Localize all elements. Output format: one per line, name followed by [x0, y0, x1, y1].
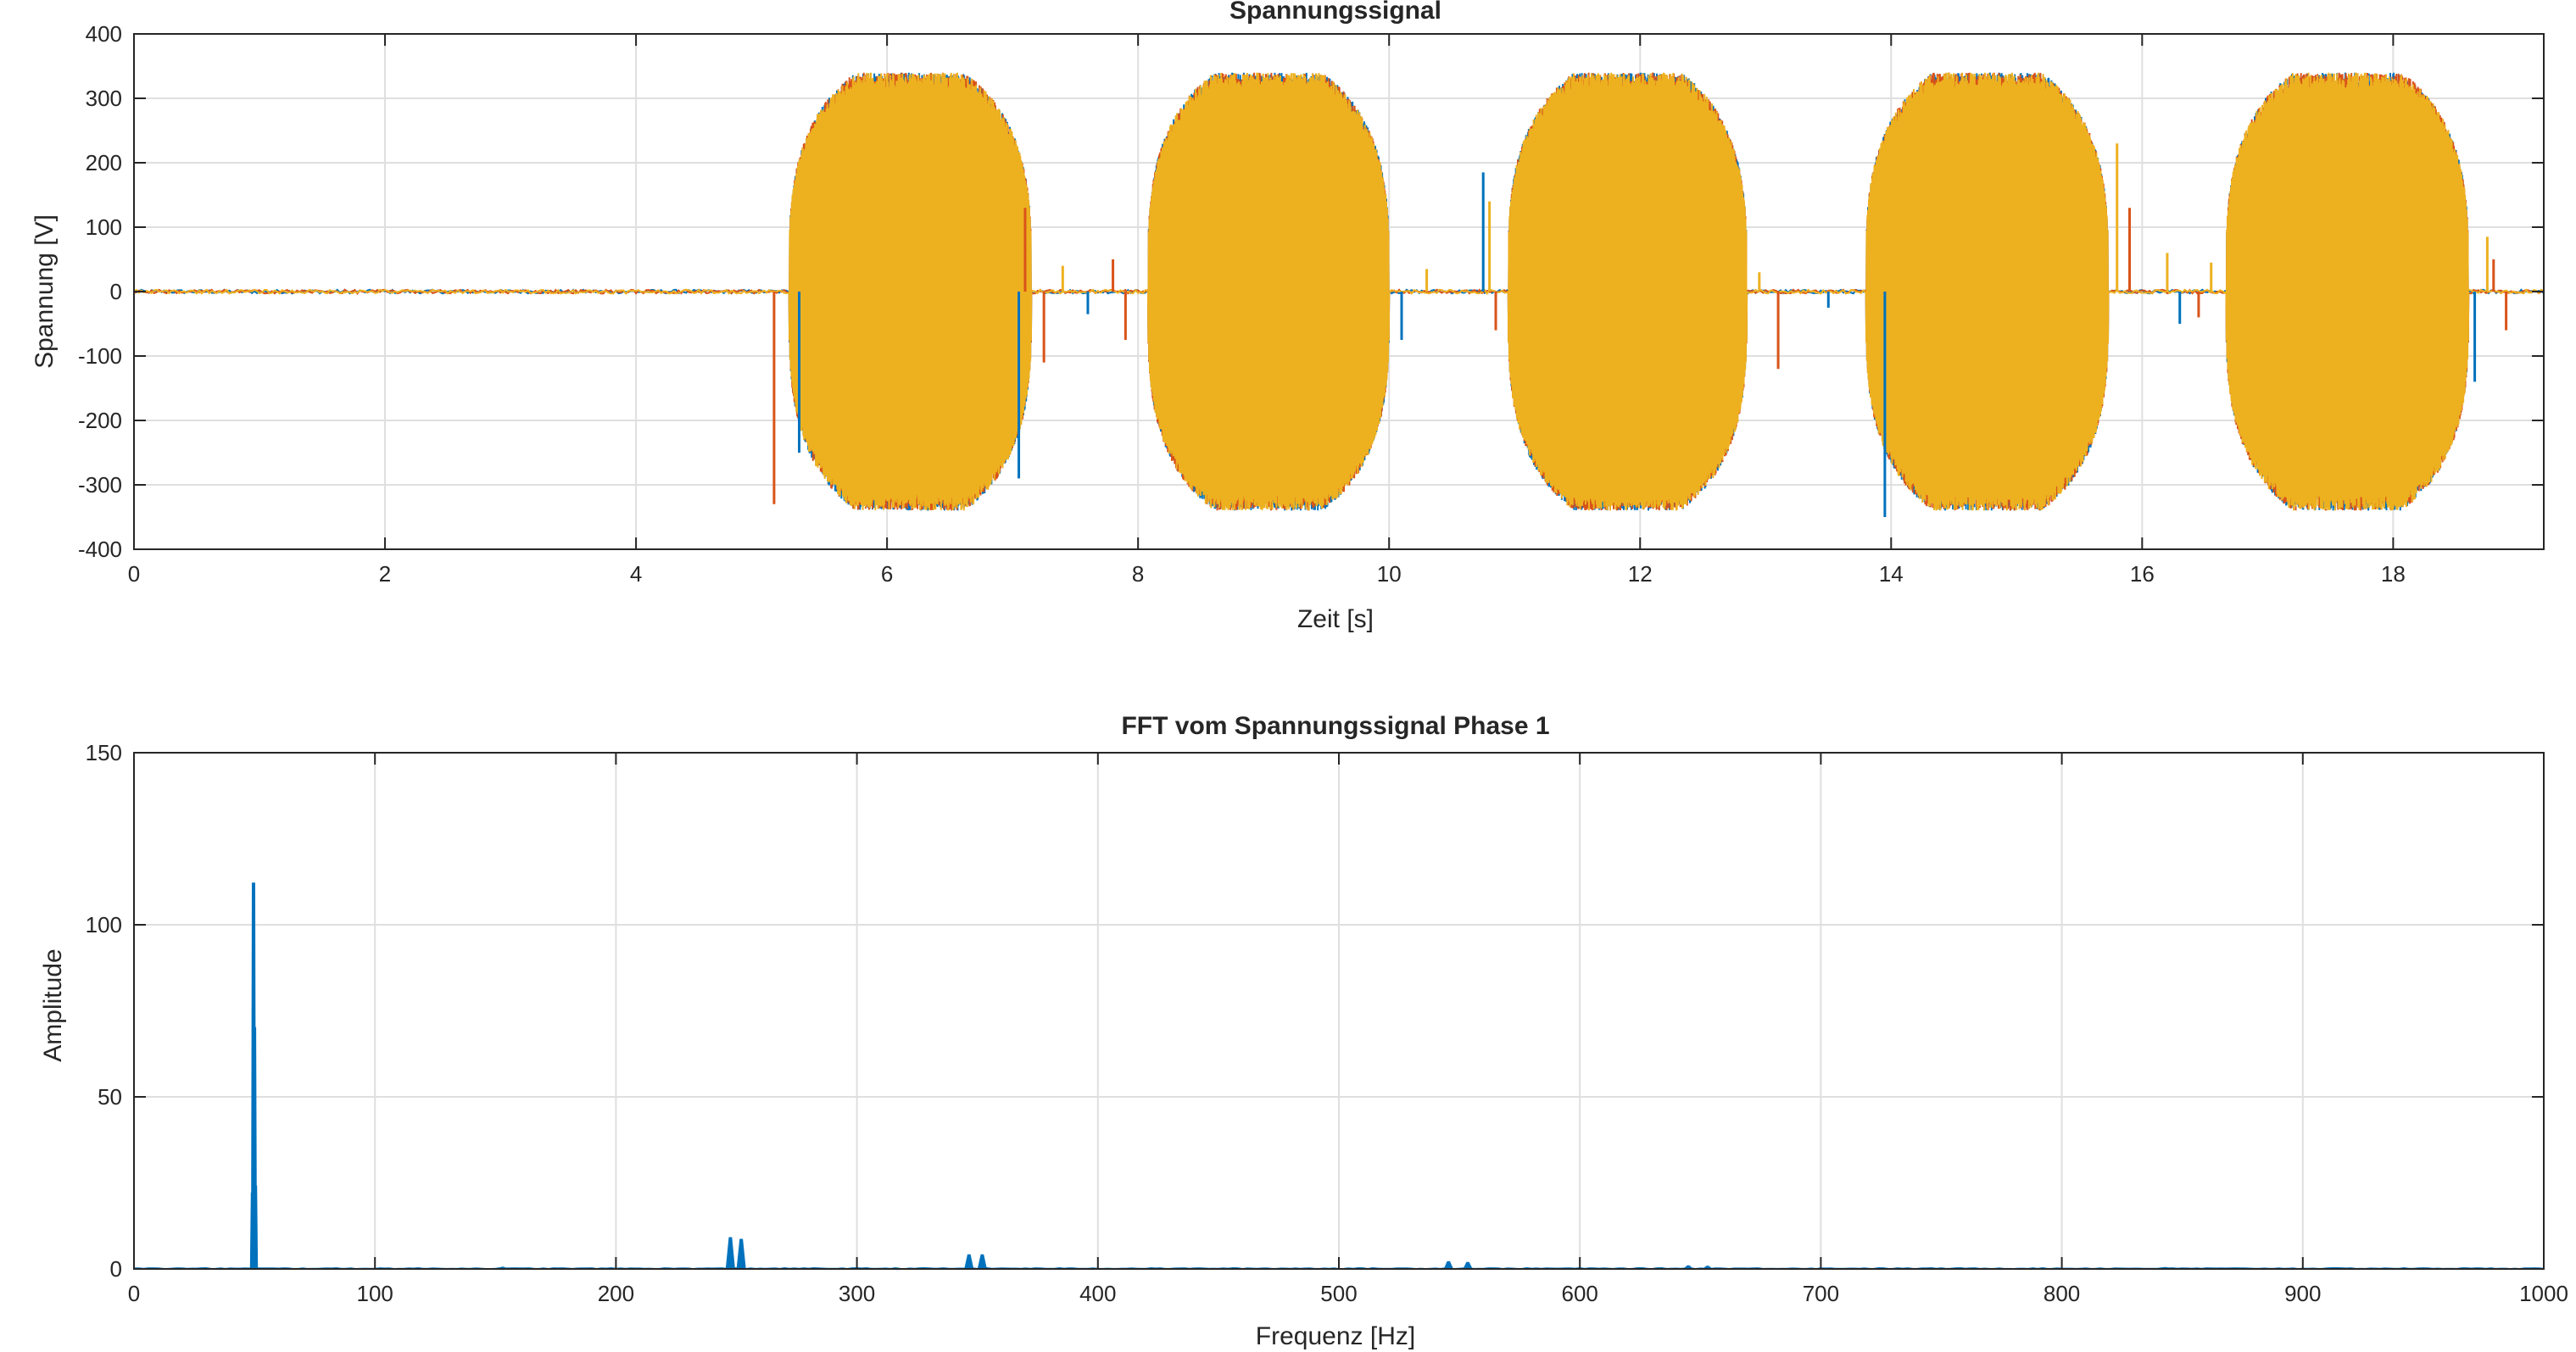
voltage-chart-title: Spannungssignal — [1229, 0, 1441, 25]
fft-chart-xtick-label: 1000 — [2519, 1281, 2568, 1306]
fft-chart-ytick-label: 0 — [110, 1256, 122, 1282]
fft-chart-ytick-label: 100 — [86, 912, 122, 937]
fft-peak — [725, 1237, 735, 1269]
fft-peak — [1463, 1261, 1473, 1269]
fft-chart-xtick-label: 900 — [2284, 1281, 2321, 1306]
voltage-chart-xtick-label: 4 — [630, 561, 642, 587]
voltage-chart-xlabel: Zeit [s] — [1297, 605, 1374, 633]
voltage-chart: Spannungssignal 0 2 4 6 8 10 12 14 16 18 -400 -300 -… — [31, 0, 2545, 633]
voltage-chart-xtick-label: 18 — [2381, 561, 2406, 587]
voltage-chart-xtick-label: 14 — [1879, 561, 1904, 587]
voltage-burst — [1147, 72, 1391, 511]
fft-chart-ytick-label: 50 — [98, 1084, 122, 1110]
voltage-chart-ytick-label: 100 — [86, 214, 122, 240]
voltage-chart-ticks: 0 2 4 6 8 10 12 14 16 18 -400 -300 -200 -100 0 100 200 30… — [78, 21, 2406, 587]
voltage-chart-xtick-label: 2 — [379, 561, 391, 587]
voltage-chart-axes — [133, 33, 2545, 550]
voltage-series-3 — [134, 72, 2544, 511]
voltage-chart-xtick-label: 16 — [2130, 561, 2155, 587]
fft-chart-axes — [133, 752, 2545, 1270]
fft-chart-xtick-label: 500 — [1320, 1281, 1357, 1306]
fft-chart-ticks: 0 100 200 300 400 500 600 700 800 900 1000 0 50 100 15… — [86, 740, 2568, 1306]
fft-peak — [1443, 1260, 1453, 1269]
fft-chart-xtick-label: 700 — [1803, 1281, 1839, 1306]
fft-chart-xtick-label: 300 — [839, 1281, 875, 1306]
fft-peak — [977, 1254, 987, 1269]
fft-peak — [253, 1185, 259, 1269]
voltage-chart-xtick-label: 0 — [128, 561, 140, 587]
fft-chart-xtick-label: 100 — [357, 1281, 393, 1306]
voltage-chart-ytick-label: -200 — [78, 408, 122, 433]
fft-chart-xtick-label: 400 — [1079, 1281, 1116, 1306]
voltage-chart-ytick-label: 0 — [110, 279, 122, 304]
fft-chart-xtick-label: 800 — [2044, 1281, 2080, 1306]
voltage-chart-xtick-label: 6 — [881, 561, 893, 587]
voltage-chart-plot-area — [134, 72, 2544, 517]
voltage-chart-ytick-label: 300 — [86, 86, 122, 111]
voltage-chart-ytick-label: -100 — [78, 343, 122, 369]
voltage-chart-xtick-label: 10 — [1377, 561, 1402, 587]
fft-chart-ylabel: Amplitude — [39, 949, 67, 1061]
fft-chart-grid — [133, 752, 2545, 1270]
voltage-chart-ytick-label: -400 — [78, 537, 122, 562]
voltage-burst — [788, 72, 1033, 511]
fft-chart-xlabel: Frequenz [Hz] — [1256, 1322, 1415, 1350]
voltage-chart-xtick-label: 12 — [1628, 561, 1653, 587]
fft-peak — [964, 1254, 974, 1269]
voltage-burst — [1507, 72, 1748, 511]
fft-peak — [736, 1238, 746, 1269]
voltage-burst — [2225, 72, 2470, 511]
fft-chart-xtick-label: 200 — [598, 1281, 634, 1306]
voltage-chart-ytick-label: 200 — [86, 150, 122, 175]
voltage-burst — [1865, 72, 2110, 511]
voltage-spikes — [772, 143, 2508, 517]
voltage-chart-ytick-label: -300 — [78, 472, 122, 498]
voltage-chart-xtick-label: 8 — [1132, 561, 1144, 587]
fft-chart-xtick-label: 600 — [1562, 1281, 1598, 1306]
fft-chart-xtick-label: 0 — [128, 1281, 140, 1306]
fft-chart: FFT vom Spannungssignal Phase 1 0 100 200 3… — [39, 712, 2568, 1350]
fft-chart-title: FFT vom Spannungssignal Phase 1 — [1121, 712, 1549, 740]
voltage-chart-ytick-label: 400 — [86, 21, 122, 47]
fft-chart-ytick-label: 150 — [86, 740, 122, 765]
voltage-chart-ylabel: Spannung [V] — [31, 214, 59, 369]
